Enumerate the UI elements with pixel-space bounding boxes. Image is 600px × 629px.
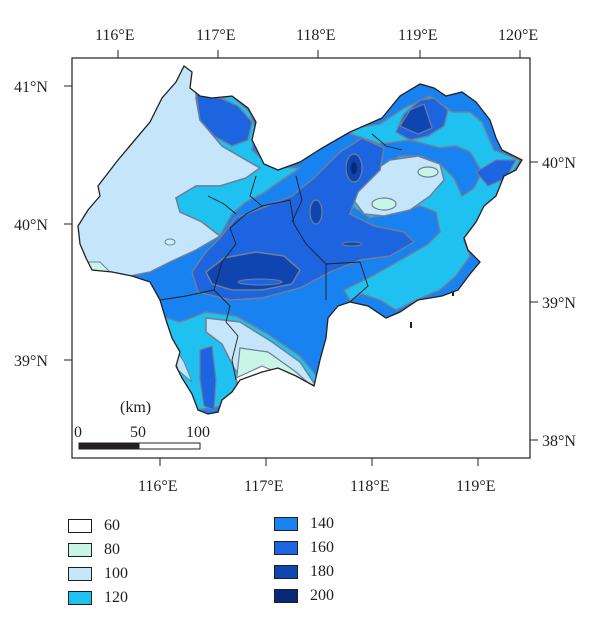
bottom-lon-label: 116°E [138, 478, 178, 495]
bottom-lon-label: 118°E [350, 478, 390, 495]
left-lat-label: 40°N [14, 217, 48, 234]
map-frame [71, 57, 531, 459]
top-ticks [117, 50, 521, 58]
islands [410, 292, 454, 328]
legend-swatch [68, 543, 92, 557]
legend-label: 120 [104, 589, 128, 606]
legend-swatch [68, 567, 92, 581]
top-lon-label: 119°E [398, 27, 438, 44]
legend-swatch [274, 541, 298, 555]
scale-tick: 50 [130, 424, 146, 441]
left-lat-label: 39°N [14, 353, 48, 370]
legend-swatch [274, 517, 298, 531]
legend-item: 80 [68, 540, 120, 560]
legend-item: 100 [68, 564, 128, 584]
top-lon-label: 117°E [196, 27, 236, 44]
legend-swatch [274, 589, 298, 603]
right-ticks [530, 161, 538, 441]
scale-unit: (km) [120, 399, 151, 416]
scale-tick: 100 [186, 424, 210, 441]
legend-label: 200 [310, 587, 334, 604]
legend-swatch [68, 591, 92, 605]
region-boundary [77, 65, 523, 415]
legend-label: 60 [104, 517, 120, 534]
bottom-lon-label: 119°E [456, 478, 496, 495]
legend-label: 100 [104, 565, 128, 582]
legend-swatch [68, 519, 92, 533]
left-ticks [64, 85, 72, 361]
bottom-ticks [159, 458, 479, 466]
legend-label: 140 [310, 515, 334, 532]
legend-swatch [274, 565, 298, 579]
right-lat-label: 38°N [542, 433, 576, 450]
district-boundaries [159, 133, 403, 381]
legend-item: 140 [274, 514, 334, 534]
top-lon-label: 118°E [296, 27, 336, 44]
legend-label: 80 [104, 541, 120, 558]
scale-bar: (km) 0 50 100 [74, 399, 210, 450]
scale-tick: 0 [74, 424, 82, 441]
legend-item: 160 [274, 538, 334, 558]
bottom-lon-label: 117°E [244, 478, 284, 495]
legend-item: 120 [68, 588, 128, 608]
legend-label: 160 [310, 539, 334, 556]
right-lat-label: 40°N [542, 155, 576, 172]
right-lat-label: 39°N [542, 295, 576, 312]
legend-item: 180 [274, 562, 334, 582]
top-lon-label: 120°E [498, 27, 538, 44]
legend-item: 60 [68, 516, 120, 536]
legend-label: 180 [310, 563, 334, 580]
legend: 60 80 100 120 140 160 180 200 [68, 512, 468, 612]
legend-item: 200 [274, 586, 334, 606]
left-lat-label: 41°N [14, 79, 48, 96]
top-lon-label: 116°E [95, 27, 135, 44]
